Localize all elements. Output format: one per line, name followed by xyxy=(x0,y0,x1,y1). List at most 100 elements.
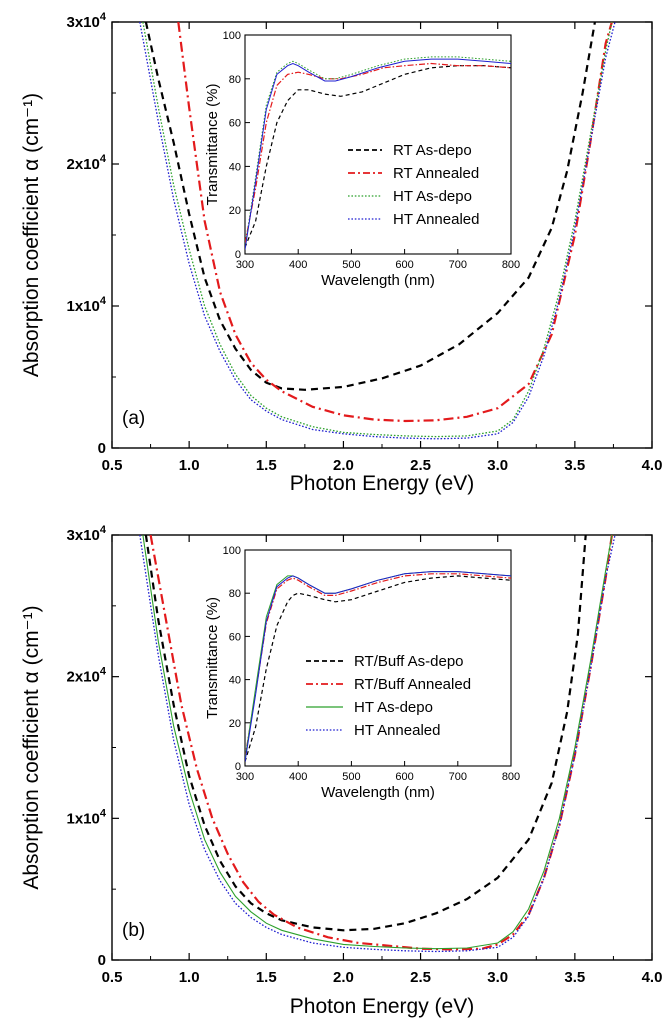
series-line xyxy=(149,535,613,951)
inset-y-tick-label: 100 xyxy=(223,545,241,557)
inset-y-axis-title: Transmittance (%) xyxy=(204,597,221,719)
inset-y-tick-label: 20 xyxy=(229,205,241,217)
x-tick-label: 2.5 xyxy=(410,969,431,986)
y-tick-exponent: 4 xyxy=(100,295,107,307)
y-tick-label: 2x104 xyxy=(67,153,107,173)
inset-y-axis-title: Transmittance (%) xyxy=(204,84,221,206)
y-tick-mantissa: 0 xyxy=(98,440,106,457)
y-tick-mantissa: 1x10 xyxy=(67,810,100,827)
inset-frame xyxy=(244,549,512,767)
x-tick-label: 0.5 xyxy=(102,457,123,474)
inset-y-tick-label: 60 xyxy=(229,631,241,643)
y-tick-exponent: 4 xyxy=(100,153,107,165)
inset-x-tick-label: 600 xyxy=(395,259,413,271)
series-line xyxy=(139,535,616,953)
y-tick-exponent: 4 xyxy=(100,807,107,819)
panel-b: 0.5 1.0 1.5 2.0 2.5 3.0 3.5 4.001x1042x1043x104… xyxy=(20,524,662,1018)
y-tick-mantissa: 3x10 xyxy=(67,527,100,544)
inset-y-tick-label: 100 xyxy=(223,30,241,42)
series-group xyxy=(139,22,616,440)
inset-series-line xyxy=(245,573,511,758)
inset-y-tick-label: 0 xyxy=(235,249,241,261)
x-tick-label: 2.0 xyxy=(333,457,354,474)
x-tick-label: 1.0 xyxy=(179,457,200,474)
series-line xyxy=(144,535,587,932)
inset-chart: 300 400 500 600 700 800 0 20 40 60 80 100 Wavelength… xyxy=(204,30,520,289)
legend-label: RT As-depo xyxy=(393,142,472,159)
series-line xyxy=(144,22,596,391)
x-tick-label: 4.0 xyxy=(642,969,663,986)
inset-x-tick-label: 400 xyxy=(289,771,307,783)
panel-a: 0.5 1.0 1.5 2.0 2.5 3.0 3.5 4.001x1042x1043x104… xyxy=(20,11,662,495)
y-tick-label: 0 xyxy=(98,440,106,457)
x-tick-label: 1.5 xyxy=(256,457,277,474)
y-axis-title: Absorption coefficient α (cm⁻¹) xyxy=(20,93,43,377)
inset-frame xyxy=(244,34,512,255)
x-tick-label: 1.0 xyxy=(179,969,200,986)
inset-series-line xyxy=(245,571,511,762)
legend-label: HT As-depo xyxy=(354,699,433,716)
inset-series-group xyxy=(245,571,511,762)
legend-label: RT/Buff As-depo xyxy=(354,653,464,670)
inset-series-line xyxy=(245,58,511,250)
legend-label: HT Annealed xyxy=(354,722,440,739)
x-tick-label: 3.0 xyxy=(487,969,508,986)
y-tick-label: 2x104 xyxy=(67,666,107,686)
panel-label: (a) xyxy=(122,408,145,429)
x-tick-label: 3.5 xyxy=(564,969,585,986)
y-tick-label: 1x104 xyxy=(67,807,107,827)
y-tick-mantissa: 2x10 xyxy=(67,669,100,686)
y-tick-label: 1x104 xyxy=(67,295,107,315)
y-tick-exponent: 4 xyxy=(100,524,107,536)
inset-x-tick-label: 300 xyxy=(236,259,254,271)
series-group xyxy=(139,535,616,953)
y-tick-mantissa: 3x10 xyxy=(67,14,100,31)
legend-label: RT/Buff Annealed xyxy=(354,676,471,693)
y-axis-title: Absorption coefficient α (cm⁻¹) xyxy=(20,605,43,889)
series-line xyxy=(142,535,613,950)
inset-series-group xyxy=(245,56,511,250)
series-line xyxy=(142,22,613,438)
y-tick-label: 3x104 xyxy=(67,11,107,31)
inset-y-tick-label: 20 xyxy=(229,718,241,730)
x-tick-label: 0.5 xyxy=(102,969,123,986)
inset-y-tick-label: 0 xyxy=(235,761,241,773)
x-tick-label: 2.0 xyxy=(333,969,354,986)
inset-series-line xyxy=(245,65,511,248)
inset-y-tick-label: 40 xyxy=(229,675,241,687)
inset-x-tick-label: 400 xyxy=(289,259,307,271)
inset-x-tick-label: 800 xyxy=(502,259,520,271)
x-tick-label: 1.5 xyxy=(256,969,277,986)
y-tick-exponent: 4 xyxy=(100,666,107,678)
inset-x-axis-title: Wavelength (nm) xyxy=(321,272,435,289)
x-tick-label: 3.5 xyxy=(564,457,585,474)
x-tick-label: 4.0 xyxy=(642,457,663,474)
panel-label: (b) xyxy=(122,920,145,941)
y-tick-label: 3x104 xyxy=(67,524,107,544)
x-tick-label: 3.0 xyxy=(487,457,508,474)
y-tick-label: 0 xyxy=(98,952,106,969)
y-tick-mantissa: 1x10 xyxy=(67,298,100,315)
legend-label: RT Annealed xyxy=(393,165,479,182)
inset-y-tick-label: 60 xyxy=(229,118,241,130)
y-tick-exponent: 4 xyxy=(100,11,107,23)
inset-y-tick-label: 40 xyxy=(229,161,241,173)
legend-label: HT Annealed xyxy=(393,211,479,228)
legend-label: HT As-depo xyxy=(393,188,472,205)
series-line xyxy=(177,22,613,423)
inset-x-tick-label: 700 xyxy=(449,771,467,783)
inset-x-tick-label: 300 xyxy=(236,771,254,783)
x-axis-title: Photon Energy (eV) xyxy=(290,995,474,1018)
inset-x-axis-title: Wavelength (nm) xyxy=(321,784,435,801)
x-tick-label: 2.5 xyxy=(410,457,431,474)
inset-x-tick-label: 800 xyxy=(502,771,520,783)
y-tick-mantissa: 0 xyxy=(98,952,106,969)
inset-x-tick-label: 500 xyxy=(342,771,360,783)
x-axis-title: Photon Energy (eV) xyxy=(290,472,474,495)
inset-y-tick-label: 80 xyxy=(229,588,241,600)
inset-x-tick-label: 700 xyxy=(449,259,467,271)
y-tick-mantissa: 2x10 xyxy=(67,156,100,173)
inset-series-line xyxy=(245,56,511,248)
inset-x-tick-label: 600 xyxy=(395,771,413,783)
